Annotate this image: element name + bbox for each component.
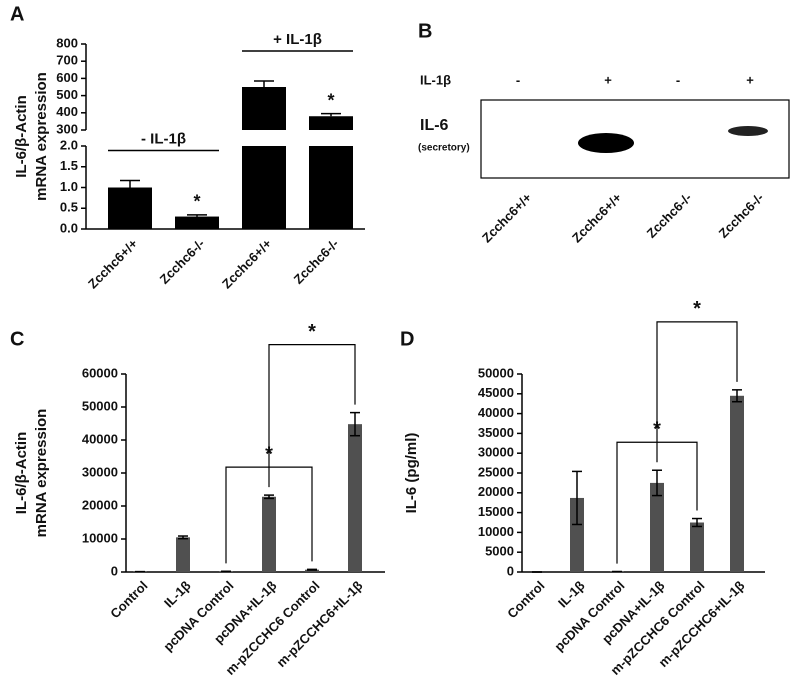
y-tick-label: 10000 (82, 530, 118, 545)
x-tick-label: Zcchc6-/- (291, 236, 342, 287)
bar (108, 187, 152, 229)
significance-star: * (327, 90, 334, 110)
y-tick-label: 50000 (478, 365, 514, 380)
y-tick-label: 15000 (478, 504, 514, 519)
x-tick-label: Zcchc6+/+ (219, 236, 275, 292)
panel-label: D (400, 328, 414, 350)
y-tick-label: 2.0 (60, 137, 78, 152)
bar (262, 496, 276, 572)
y-tick-label: 0 (507, 563, 514, 578)
bar (309, 146, 353, 229)
y-tick-label: 40000 (82, 431, 118, 446)
lane-sign: - (676, 72, 680, 87)
group-label: + IL-1β (273, 31, 322, 48)
y-axis-label: IL-6/β-Actin (13, 95, 30, 178)
x-tick-label: m-pZCCHC6+IL-1β (273, 578, 365, 670)
y-tick-label: 20000 (478, 484, 514, 499)
panel-label: C (10, 328, 24, 350)
lane-label: Zcchc6+/+ (569, 190, 625, 246)
bar (309, 116, 353, 130)
x-tick-label: pcDNA Control (551, 578, 627, 654)
y-tick-label: 35000 (478, 425, 514, 440)
blot-panel: B IL-1β - + - + IL-6 (secretory) Zcchc6+… (418, 20, 790, 246)
x-tick-label: Control (107, 578, 150, 621)
significance-star: * (193, 192, 200, 212)
y-tick-label: 0.5 (60, 200, 78, 215)
panel-label: A (10, 3, 24, 25)
y-tick-label: 300 (56, 121, 78, 136)
bar (242, 146, 286, 229)
bar (348, 424, 362, 572)
band (578, 133, 634, 153)
y-tick-label: 25000 (478, 464, 514, 479)
significance-star: * (308, 321, 316, 343)
y-tick-label: 30000 (82, 464, 118, 479)
blot-frame (480, 99, 790, 179)
significance-star: * (693, 298, 701, 320)
band (728, 126, 768, 136)
x-tick-label: Zcchc6-/- (157, 236, 208, 287)
significance-bracket (268, 344, 356, 488)
bar (570, 497, 584, 572)
bar (690, 522, 704, 572)
bar (730, 395, 744, 572)
y-tick-label: 40000 (478, 405, 514, 420)
bar (242, 87, 286, 130)
y-tick-label: 50000 (82, 398, 118, 413)
bar (176, 537, 190, 572)
y-tick-label: 10000 (478, 524, 514, 539)
y-tick-label: 600 (56, 70, 78, 85)
y-tick-label: 500 (56, 87, 78, 102)
y-axis-label: mRNA expression (33, 72, 50, 201)
significance-bracket (656, 321, 738, 463)
y-tick-label: 0 (111, 563, 118, 578)
bar (650, 482, 664, 572)
lane-sign: - (516, 72, 520, 87)
y-tick-label: 1.5 (60, 158, 78, 173)
lane-sign: + (604, 72, 612, 87)
y-tick-label: 800 (56, 35, 78, 50)
y-tick-label: 0.0 (60, 220, 78, 235)
x-tick-label: IL-1β (555, 578, 588, 611)
row-label: IL-1β (420, 72, 451, 87)
y-tick-label: 5000 (485, 544, 514, 559)
y-tick-label: 30000 (478, 445, 514, 460)
bar (175, 216, 219, 229)
lane-label: Zcchc6-/- (644, 190, 695, 241)
y-tick-label: 700 (56, 53, 78, 68)
x-tick-label: IL-1β (161, 578, 194, 611)
bar (305, 569, 319, 572)
lane-label: Zcchc6+/+ (479, 190, 535, 246)
y-tick-label: 60000 (82, 365, 118, 380)
panel-label: B (418, 20, 432, 42)
y-tick-label: 400 (56, 104, 78, 119)
y-axis-label: IL-6/β-Actin (13, 432, 30, 515)
band-sublabel: (secretory) (418, 143, 470, 154)
y-axis-label: IL-6 (pg/ml) (403, 433, 420, 514)
lane-sign: + (746, 72, 754, 87)
lane-label: Zcchc6-/- (716, 190, 767, 241)
band-label: IL-6 (420, 117, 449, 134)
y-axis-label: mRNA expression (33, 409, 50, 538)
y-tick-label: 20000 (82, 497, 118, 512)
y-tick-label: 1.0 (60, 179, 78, 194)
x-tick-label: Control (504, 578, 547, 621)
group-label: - IL-1β (141, 130, 186, 147)
x-tick-label: Zcchc6+/+ (85, 236, 141, 292)
y-tick-label: 45000 (478, 385, 514, 400)
